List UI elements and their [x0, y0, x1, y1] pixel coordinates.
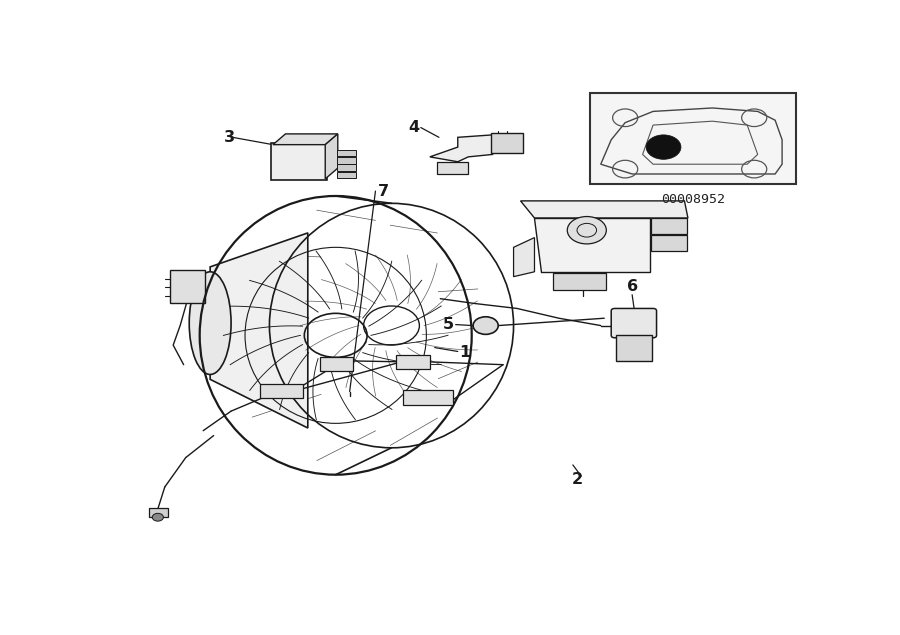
FancyBboxPatch shape — [338, 157, 356, 164]
FancyBboxPatch shape — [616, 335, 652, 361]
FancyBboxPatch shape — [271, 143, 328, 180]
Circle shape — [567, 217, 607, 244]
Polygon shape — [514, 237, 535, 277]
Bar — [590, 93, 796, 184]
Polygon shape — [325, 134, 338, 179]
Circle shape — [646, 135, 681, 159]
FancyBboxPatch shape — [149, 509, 167, 518]
Polygon shape — [535, 218, 650, 272]
FancyBboxPatch shape — [554, 273, 607, 290]
Circle shape — [473, 317, 499, 335]
Circle shape — [152, 513, 164, 521]
FancyBboxPatch shape — [275, 149, 295, 163]
FancyBboxPatch shape — [491, 133, 523, 154]
FancyBboxPatch shape — [396, 355, 430, 368]
Ellipse shape — [189, 272, 231, 375]
FancyBboxPatch shape — [275, 164, 295, 177]
FancyBboxPatch shape — [260, 384, 303, 398]
FancyBboxPatch shape — [338, 164, 356, 171]
FancyBboxPatch shape — [320, 358, 353, 371]
Text: 6: 6 — [626, 279, 638, 294]
FancyBboxPatch shape — [338, 150, 356, 156]
Polygon shape — [430, 135, 492, 162]
Text: 7: 7 — [378, 184, 389, 199]
FancyBboxPatch shape — [403, 390, 453, 405]
Polygon shape — [273, 134, 338, 145]
Text: 4: 4 — [409, 120, 419, 135]
FancyBboxPatch shape — [651, 234, 687, 251]
Text: 2: 2 — [572, 472, 582, 487]
Text: 1: 1 — [459, 345, 471, 360]
Polygon shape — [436, 162, 468, 174]
Polygon shape — [211, 233, 308, 428]
FancyBboxPatch shape — [170, 271, 205, 303]
FancyBboxPatch shape — [611, 309, 657, 338]
FancyBboxPatch shape — [651, 218, 687, 234]
Text: 5: 5 — [443, 317, 454, 331]
FancyBboxPatch shape — [338, 171, 356, 178]
Polygon shape — [520, 201, 688, 218]
Text: 00008952: 00008952 — [662, 192, 725, 206]
Text: 3: 3 — [223, 130, 235, 145]
